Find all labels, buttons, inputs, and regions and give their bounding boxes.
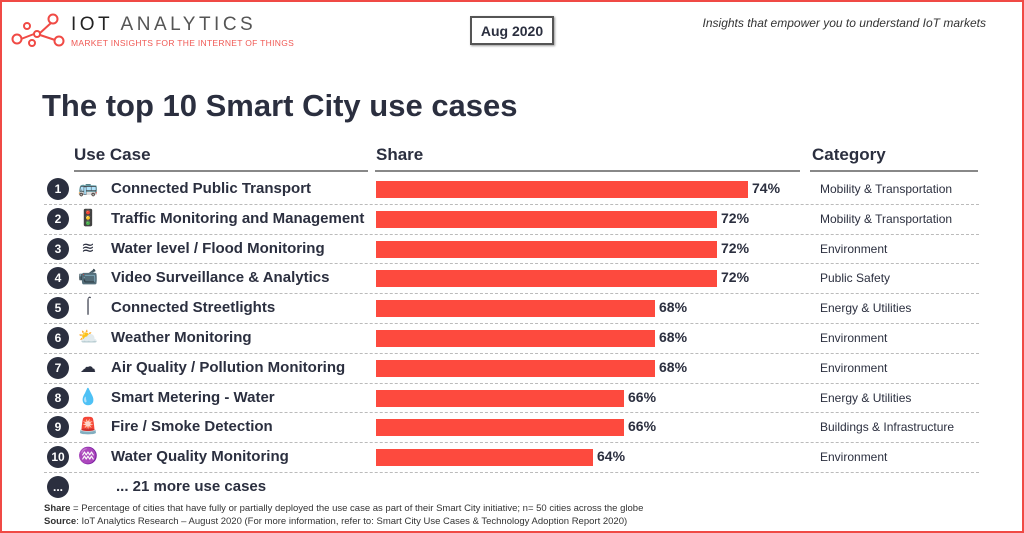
table-row: 9 🚨 Fire / Smoke Detection 66% Buildings… — [44, 412, 979, 442]
category-label: Environment — [820, 360, 888, 375]
row-separator — [44, 233, 979, 235]
brand-tagline: MARKET INSIGHTS FOR THE INTERNET OF THIN… — [71, 38, 295, 48]
share-bar — [376, 449, 593, 467]
more-use-cases-row: ... ... 21 more use cases — [44, 472, 979, 502]
share-value-label: 72% — [721, 269, 750, 286]
brand-name: IOT ANALYTICS — [71, 14, 257, 35]
share-value-label: 72% — [721, 209, 750, 226]
source-note: Source: IoT Analytics Research – August … — [44, 516, 628, 527]
use-case-label: Weather Monitoring — [111, 329, 252, 346]
column-header-category: Category — [812, 145, 886, 164]
share-value-label: 68% — [659, 299, 688, 316]
share-bar — [376, 389, 624, 407]
insight-tagline: Insights that empower you to understand … — [702, 16, 986, 30]
share-note: Share = Percentage of cities that have f… — [44, 503, 644, 514]
category-label: Energy & Utilities — [820, 301, 912, 316]
share-value-label: 66% — [628, 388, 657, 405]
water-quality-icon: ♒ — [78, 448, 98, 466]
rank-badge: 1 — [47, 178, 69, 200]
rank-badge: 2 — [47, 207, 69, 230]
share-bar — [376, 270, 717, 288]
streetlight-icon: ⌠ — [83, 297, 93, 315]
chart-title: The top 10 Smart City use cases — [42, 88, 518, 123]
column-header-share: Share — [376, 145, 424, 164]
share-bar — [376, 359, 655, 377]
category-label: Mobility & Transportation — [820, 182, 953, 196]
share-bar — [376, 330, 655, 347]
bus-icon: 🚌 — [78, 180, 98, 197]
share-bar — [376, 210, 717, 228]
rank-badge: 8 — [47, 386, 69, 409]
category-label: Environment — [820, 331, 888, 345]
category-label: Environment — [820, 241, 888, 256]
share-value-label: 66% — [628, 418, 657, 435]
table-row: 7 ☁ Air Quality / Pollution Monitoring 6… — [44, 353, 979, 383]
co2-cloud-icon: ☁ — [80, 358, 96, 376]
iot-analytics-logo-icon — [11, 13, 65, 47]
flood-icon: ≋ — [81, 239, 95, 257]
share-value-label: 74% — [752, 180, 781, 196]
share-value-label: 64% — [597, 448, 626, 465]
share-value-label: 68% — [659, 358, 688, 375]
use-case-label: Video Surveillance & Analytics — [111, 269, 330, 287]
share-bar — [376, 181, 748, 198]
row-separator — [44, 472, 979, 473]
rank-badge: 7 — [47, 356, 69, 379]
water-drop-icon: 💧 — [78, 388, 98, 406]
share-bar — [376, 300, 655, 318]
rank-badge: 5 — [47, 297, 69, 320]
category-label: Energy & Utilities — [820, 390, 912, 405]
rank-badge: 6 — [47, 327, 69, 349]
category-label: Buildings & Infrastructure — [820, 420, 955, 435]
more-badge: ... — [47, 476, 69, 498]
rank-badge: 4 — [47, 267, 69, 290]
header-underline — [375, 170, 800, 172]
row-separator — [44, 263, 979, 265]
row-separator — [44, 382, 979, 384]
share-bar — [376, 240, 717, 258]
rank-badge: 9 — [47, 416, 69, 439]
share-bar — [376, 419, 624, 437]
traffic-light-icon: 🚦 — [78, 209, 98, 227]
category-label: Environment — [820, 450, 888, 465]
row-separator — [44, 442, 979, 444]
table-row: 8 💧 Smart Metering - Water 66% Energy & … — [44, 383, 979, 413]
use-case-label: Connected Streetlights — [111, 299, 276, 317]
weather-icon: ⛅ — [78, 329, 98, 346]
more-use-cases-label: ... 21 more use cases — [116, 478, 267, 495]
header-underline — [74, 170, 368, 172]
row-separator — [44, 352, 979, 354]
use-case-label: Air Quality / Pollution Monitoring — [111, 358, 346, 376]
table-row: 5 ⌠ Connected Streetlights 68% Energy & … — [44, 293, 979, 323]
row-separator — [44, 323, 979, 324]
camera-icon: 📹 — [78, 269, 98, 287]
alarm-light-icon: 🚨 — [78, 418, 98, 436]
row-separator — [44, 203, 979, 205]
use-case-label: Water Quality Monitoring — [111, 448, 289, 466]
category-label: Mobility & Transportation — [820, 211, 953, 226]
use-case-label: Smart Metering - Water — [111, 388, 275, 406]
table-row: 4 📹 Video Surveillance & Analytics 72% P… — [44, 263, 979, 293]
use-case-label: Fire / Smoke Detection — [111, 418, 273, 436]
rank-badge: 3 — [47, 237, 69, 260]
share-value-label: 72% — [721, 239, 750, 256]
column-header-use-case: Use Case — [74, 145, 151, 164]
table-row: 10 ♒ Water Quality Monitoring 64% Enviro… — [44, 442, 979, 472]
date-badge: Aug 2020 — [470, 16, 554, 45]
share-value-label: 68% — [659, 329, 688, 345]
use-case-label: Connected Public Transport — [111, 180, 312, 197]
use-case-label: Traffic Monitoring and Management — [111, 209, 365, 227]
table-row: 3 ≋ Water level / Flood Monitoring 72% E… — [44, 234, 979, 264]
table-row: 2 🚦 Traffic Monitoring and Management 72… — [44, 204, 979, 234]
table-row: 6 ⛅ Weather Monitoring 68% Environment — [44, 323, 979, 353]
header-underline — [810, 170, 978, 172]
rank-badge: 10 — [47, 446, 69, 469]
row-separator — [44, 293, 979, 295]
use-case-label: Water level / Flood Monitoring — [111, 239, 325, 257]
category-label: Public Safety — [820, 271, 891, 286]
row-separator — [44, 412, 979, 414]
table-row: 1 🚌 Connected Public Transport 74% Mobil… — [44, 174, 979, 204]
